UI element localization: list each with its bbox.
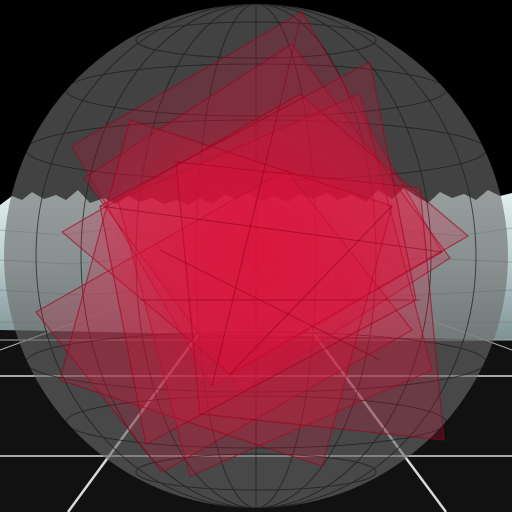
plane-5 — [60, 93, 470, 375]
plane-intersections — [99, 11, 443, 387]
center-glow — [106, 100, 406, 400]
plane-6 — [59, 119, 393, 467]
red-planes — [35, 11, 470, 477]
plane-7 — [175, 161, 445, 441]
plane-2 — [83, 43, 451, 393]
plane-4 — [35, 169, 413, 473]
